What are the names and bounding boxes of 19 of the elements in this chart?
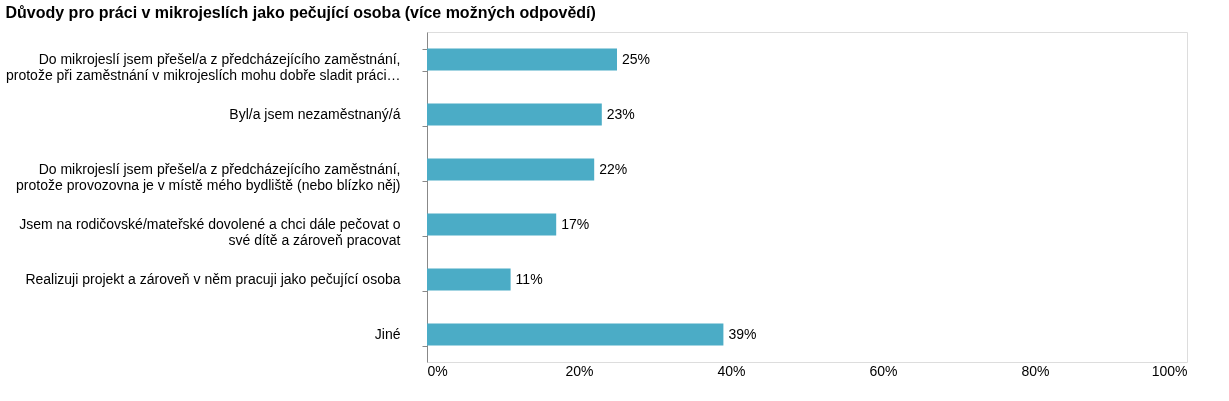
x-tick-label: 20%	[565, 362, 594, 379]
x-tick-label: 40%	[717, 362, 746, 379]
y-tick-label: Realizuji projekt a zároveň v něm pracuji jako pečující osoba	[25, 271, 401, 287]
data-label: 23%	[606, 105, 635, 122]
x-tick-label: 0%	[427, 362, 448, 379]
y-tick-label: Byl/a jsem nezaměstnaný/á	[229, 106, 401, 122]
data-label: 11%	[515, 270, 543, 287]
x-tick-label: 100%	[1151, 362, 1188, 379]
x-tick-label: 60%	[869, 362, 898, 379]
x-tick-label: 80%	[1021, 362, 1050, 379]
y-tick-label: Do mikrojeslí jsem přešel/a z předcházejícího zaměstnání, protože provozovna je v místě mého bydliště (nebo blízko něj)	[16, 161, 401, 193]
y-tick-label: Do mikrojeslí jsem přešel/a z předcházejícího zaměstnání, protože při zaměstnání v mikrojeslích mohu dobře sladit práci…	[5, 51, 401, 83]
y-tick-label: Jsem na rodičovské/mateřské dovolené a chci dále pečovat o své dítě a zároveň pracovat	[19, 216, 401, 248]
data-label: 17%	[561, 215, 590, 232]
data-label: 25%	[622, 50, 651, 67]
data-label: 22%	[599, 160, 628, 177]
chart-title: Důvody pro práci v mikrojeslích jako pečující osoba (více možných odpovědí)	[5, 4, 596, 21]
data-label: 39%	[728, 325, 757, 342]
y-tick-label: Jiné	[374, 326, 401, 342]
